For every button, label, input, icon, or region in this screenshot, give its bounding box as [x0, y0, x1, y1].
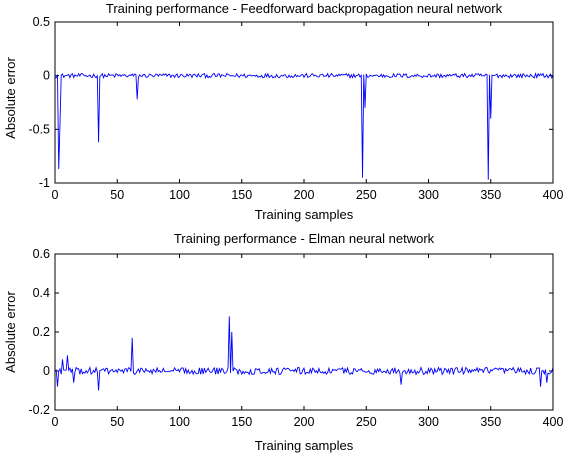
y-tick-label: 0.5	[33, 15, 50, 29]
x-tick-label: 0	[52, 188, 59, 202]
y-tick-label: 0.2	[33, 325, 50, 339]
y-tick-label: -0.5	[28, 122, 50, 136]
y-axis-label: Absolute error	[3, 291, 18, 373]
axis-ticks: 0 50 100 150 200 250 300 350 400 -1 -0.5 0 0.5	[28, 15, 563, 202]
y-tick-label: -1	[39, 176, 50, 190]
chart-title: Training performance - Elman neural netw…	[174, 231, 435, 246]
x-tick-label: 200	[294, 188, 315, 202]
y-tick-label: 0	[43, 69, 50, 83]
chart-title: Training performance - Feedforward backp…	[106, 1, 503, 16]
x-tick-label: 200	[294, 415, 315, 429]
y-tick-label: 0.6	[33, 247, 50, 261]
error-line	[54, 316, 554, 391]
x-axis-label: Training samples	[255, 438, 354, 453]
x-tick-label: 100	[169, 415, 190, 429]
x-tick-label: 100	[169, 188, 190, 202]
x-tick-label: 350	[480, 188, 501, 202]
x-tick-label: 350	[480, 415, 501, 429]
x-tick-label: 150	[231, 188, 252, 202]
x-axis-label: Training samples	[255, 207, 354, 222]
y-tick-label: -0.2	[28, 403, 50, 417]
x-tick-label: 150	[231, 415, 252, 429]
x-tick-label: 250	[356, 188, 377, 202]
x-tick-label: 400	[543, 415, 564, 429]
x-tick-label: 400	[543, 188, 564, 202]
y-tick-label: 0.4	[33, 286, 50, 300]
x-tick-label: 50	[110, 415, 124, 429]
x-tick-label: 50	[110, 188, 124, 202]
data-series	[54, 316, 554, 391]
x-tick-label: 0	[52, 415, 59, 429]
chart-elman: Training performance - Elman neural netw…	[3, 231, 563, 453]
x-tick-label: 300	[418, 415, 439, 429]
y-axis-label: Absolute error	[3, 57, 18, 139]
axis-ticks: 0 50 100 150 200 250 300 350 400-0.200.20.40.6	[28, 247, 563, 429]
error-line	[54, 72, 554, 180]
x-tick-label: 250	[356, 415, 377, 429]
data-series	[54, 72, 554, 180]
chart-feedforward: Training performance - Feedforward backp…	[3, 1, 563, 222]
plot-frame	[54, 253, 554, 411]
y-tick-label: 0	[43, 364, 50, 378]
x-tick-label: 300	[418, 188, 439, 202]
plot-frame	[54, 21, 554, 184]
